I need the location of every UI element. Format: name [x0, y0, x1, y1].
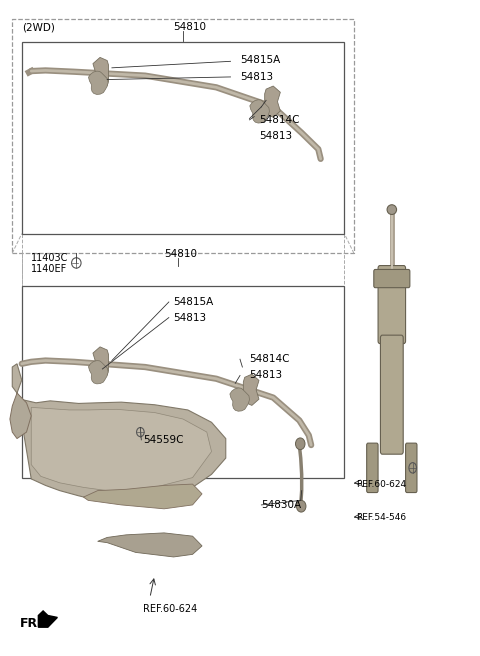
- Text: 1140EF: 1140EF: [31, 264, 68, 274]
- Ellipse shape: [387, 205, 396, 215]
- Polygon shape: [31, 407, 212, 492]
- Polygon shape: [12, 364, 226, 502]
- Ellipse shape: [296, 438, 305, 449]
- Polygon shape: [93, 347, 108, 378]
- Polygon shape: [93, 58, 108, 89]
- Text: REF.54-546: REF.54-546: [356, 514, 407, 522]
- Polygon shape: [88, 71, 108, 94]
- Polygon shape: [38, 611, 57, 627]
- Text: 54559C: 54559C: [143, 435, 183, 445]
- Text: 54813: 54813: [174, 314, 207, 323]
- Text: 54830A: 54830A: [261, 500, 301, 510]
- Text: 54813: 54813: [250, 371, 283, 380]
- Text: REF.60-624: REF.60-624: [143, 604, 197, 614]
- Polygon shape: [250, 100, 269, 123]
- Text: 11403C: 11403C: [31, 253, 69, 264]
- Polygon shape: [10, 393, 31, 439]
- Text: 54810: 54810: [174, 22, 206, 33]
- Polygon shape: [88, 361, 108, 384]
- Text: REF.60-624: REF.60-624: [356, 480, 407, 489]
- Text: 54813: 54813: [240, 72, 273, 82]
- FancyBboxPatch shape: [374, 270, 410, 288]
- FancyBboxPatch shape: [381, 335, 403, 454]
- Text: 54810: 54810: [164, 249, 197, 259]
- Polygon shape: [84, 484, 202, 509]
- Text: 54815A: 54815A: [240, 55, 280, 65]
- Polygon shape: [97, 533, 202, 557]
- Text: 54813: 54813: [259, 131, 292, 141]
- FancyBboxPatch shape: [367, 443, 378, 493]
- FancyBboxPatch shape: [406, 443, 417, 493]
- Bar: [12, 19, 354, 253]
- FancyBboxPatch shape: [378, 266, 406, 344]
- Text: 54814C: 54814C: [259, 115, 300, 125]
- Polygon shape: [230, 388, 250, 411]
- Bar: [22, 42, 344, 234]
- Bar: [22, 286, 344, 478]
- Polygon shape: [264, 86, 280, 117]
- Text: (2WD): (2WD): [22, 22, 55, 33]
- Polygon shape: [243, 374, 259, 405]
- Text: 54814C: 54814C: [250, 354, 290, 364]
- Ellipse shape: [297, 501, 306, 512]
- Text: FR.: FR.: [19, 617, 43, 630]
- Text: 54815A: 54815A: [174, 297, 214, 307]
